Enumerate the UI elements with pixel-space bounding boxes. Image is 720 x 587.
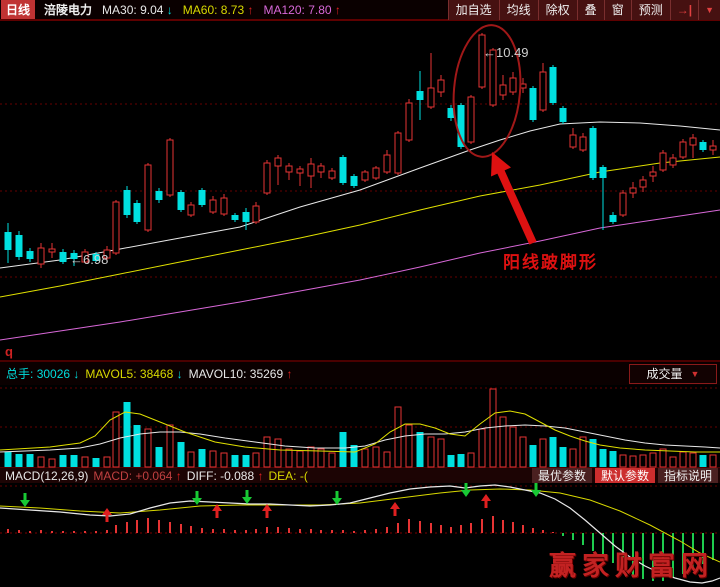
top-button-group: 加自选 均线 除权 叠 窗 预测 →| ▼ bbox=[447, 0, 720, 20]
down-arrow-icon: ↓ bbox=[73, 367, 80, 381]
optimal-params-button[interactable]: 最优参数 bbox=[531, 468, 592, 483]
ma60-indicator: MA60: 8.73 ↑ bbox=[182, 2, 254, 17]
stock-name: 涪陵电力 bbox=[44, 3, 93, 17]
ma60-up-arrow-icon: ↑ bbox=[247, 2, 254, 17]
up-arrow-icon: ↑ bbox=[286, 366, 293, 381]
next-page-icon[interactable]: →| bbox=[669, 0, 698, 20]
default-params-button[interactable]: 默认参数 bbox=[594, 468, 655, 483]
dea-value: DEA: -( bbox=[268, 468, 308, 483]
up-arrow-icon: ↑ bbox=[175, 468, 182, 483]
macd-chart[interactable]: 赢家财富网 bbox=[0, 483, 720, 587]
indicator-selector-dropdown[interactable]: 成交量 ▼ bbox=[629, 363, 717, 384]
candlestick-chart[interactable]: ←10.49 ←6.98 阳线跛脚形 q bbox=[0, 21, 720, 361]
mavol5: MAVOL5: 38468 ↓ bbox=[85, 366, 183, 381]
dropdown-caret-icon: ▼ bbox=[690, 368, 700, 379]
ma-lines-button[interactable]: 均线 bbox=[498, 0, 538, 20]
top-toolbar: 日线 涪陵电力 MA30: 9.04 ↓ MA60: 8.73 ↑ MA120:… bbox=[0, 0, 720, 21]
add-watchlist-button[interactable]: 加自选 bbox=[447, 0, 499, 20]
macd-button-group: 最优参数 默认参数 指标说明 bbox=[531, 468, 718, 483]
window-button[interactable]: 窗 bbox=[603, 0, 631, 20]
indicator-help-button[interactable]: 指标说明 bbox=[657, 468, 718, 483]
up-arrow-icon: ↑ bbox=[257, 468, 264, 483]
ma120-indicator: MA120: 7.80 ↑ bbox=[263, 2, 341, 17]
ma30-indicator: MA30: 9.04 ↓ bbox=[102, 2, 173, 17]
period-badge[interactable]: 日线 bbox=[1, 0, 36, 19]
volume-chart[interactable] bbox=[0, 385, 720, 468]
total-volume: 总手: 30026 ↓ bbox=[6, 367, 80, 381]
forecast-button[interactable]: 预测 bbox=[630, 0, 670, 20]
down-arrow-icon: ↓ bbox=[176, 366, 183, 381]
mavol10: MAVOL10: 35269 ↑ bbox=[188, 366, 293, 381]
overlay-button[interactable]: 叠 bbox=[576, 0, 604, 20]
macd-title: MACD(12,26,9) bbox=[5, 468, 89, 483]
volume-toolbar: 总手: 30026 ↓ MAVOL5: 38468 ↓ MAVOL10: 352… bbox=[0, 361, 720, 385]
macd-value: MACD: +0.064 ↑ bbox=[93, 468, 182, 483]
ma120-up-arrow-icon: ↑ bbox=[334, 2, 341, 17]
ma30-down-arrow-icon: ↓ bbox=[166, 2, 173, 17]
macd-toolbar: MACD(12,26,9) MACD: +0.064 ↑ DIFF: -0.08… bbox=[0, 468, 720, 483]
dropdown-caret-icon[interactable]: ▼ bbox=[698, 0, 720, 20]
ex-rights-button[interactable]: 除权 bbox=[537, 0, 577, 20]
diff-value: DIFF: -0.088 ↑ bbox=[186, 468, 264, 483]
